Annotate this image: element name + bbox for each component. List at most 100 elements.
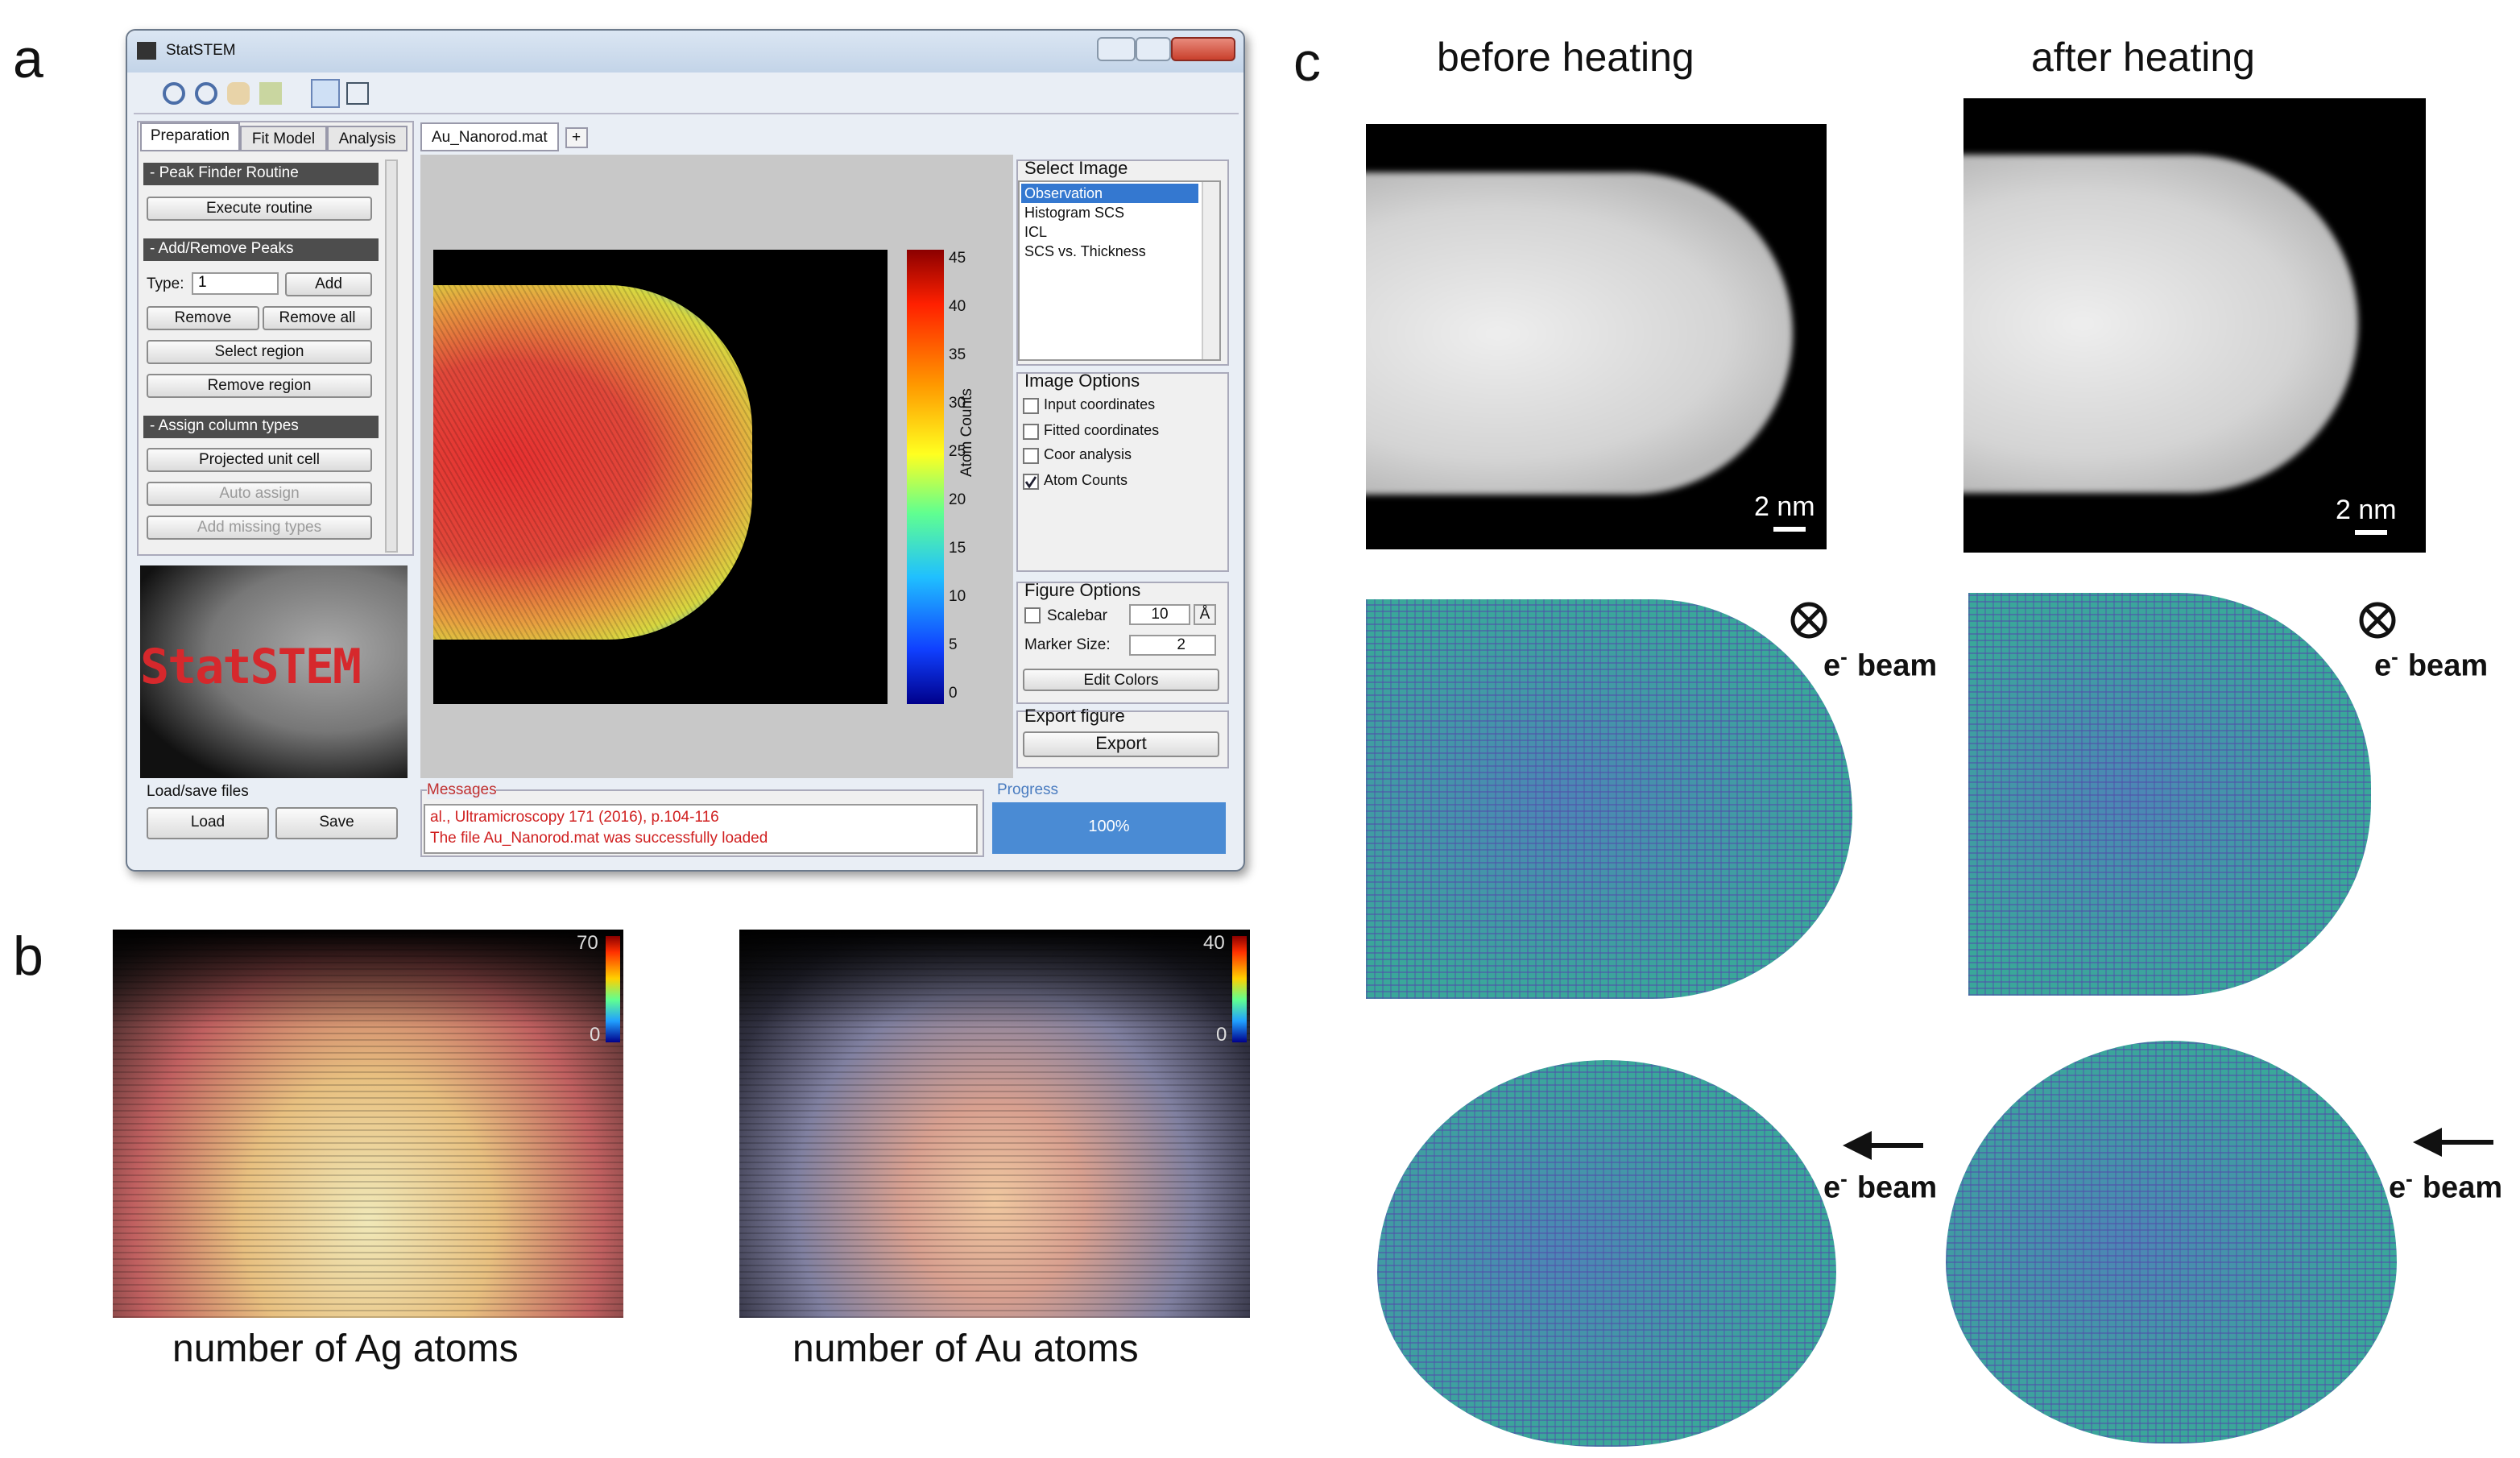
colorbar-tick-label: 20	[949, 491, 966, 509]
beam-label: e-beam	[2389, 1166, 2502, 1207]
maximize-button[interactable]	[1136, 37, 1171, 61]
button[interactable]: Export	[1023, 731, 1219, 757]
minimize-button[interactable]	[1097, 37, 1136, 61]
option-label: Coor analysis	[1044, 446, 1132, 462]
panel-label: a	[13, 29, 43, 90]
toolbar	[134, 76, 1239, 114]
column-heading: after heating	[2031, 35, 2255, 81]
group-title: Figure Options	[1024, 582, 1141, 601]
scalebar-input[interactable]: 10	[1129, 604, 1190, 625]
beam-electron: e	[1823, 649, 1841, 684]
option-label: Input coordinates	[1044, 396, 1156, 412]
checkbox[interactable]	[1023, 448, 1039, 464]
colorbar-tick-label: 25	[949, 443, 966, 461]
list-item[interactable]: ICL	[1024, 224, 1048, 240]
option-label: Atom Counts	[1044, 471, 1128, 487]
image-options-group	[1016, 372, 1229, 572]
beam-electron: e	[2374, 649, 2392, 684]
data-cursor-tool[interactable]	[259, 82, 282, 105]
colorbar-tick-label: 15	[949, 540, 966, 557]
group-title: Progress	[997, 781, 1059, 799]
atom-count-image	[433, 250, 888, 704]
panel-tool[interactable]	[346, 82, 369, 105]
list-item[interactable]: Observation	[1021, 184, 1198, 203]
beam-charge: -	[1840, 1166, 1848, 1191]
list-item[interactable]: Histogram SCS	[1024, 205, 1125, 221]
group-title: Select Image	[1024, 159, 1128, 179]
tab[interactable]: Analysis	[327, 126, 408, 151]
button[interactable]: Remove all	[263, 306, 372, 330]
app-window: StatSTEM Preparation Fit Model Analysis - …	[126, 29, 1245, 872]
button[interactable]: Select region	[147, 340, 372, 364]
tab[interactable]: Fit Model	[240, 126, 327, 151]
lattice-overlay	[739, 930, 1250, 1318]
checkbox-box	[1023, 473, 1039, 489]
button[interactable]: Add	[285, 272, 372, 296]
button[interactable]: Edit Colors	[1023, 669, 1219, 691]
button[interactable]: Remove	[147, 306, 259, 330]
beam-charge: -	[2406, 1166, 2413, 1191]
column-heading: before heating	[1437, 35, 1694, 81]
beam-into-page-symbol	[1790, 602, 1827, 639]
section-header: - Peak Finder Routine	[143, 163, 379, 185]
button[interactable]: Projected unit cell	[147, 448, 372, 472]
colorbar-tick-label: 40	[949, 298, 966, 316]
colorbar-tick-label: 30	[949, 395, 966, 412]
list-item[interactable]: SCS vs. Thickness	[1024, 243, 1146, 259]
image-list: Observation Histogram SCS ICL SCS vs. Thick…	[1018, 180, 1221, 361]
button[interactable]: Load	[147, 807, 269, 839]
colorbar	[1232, 936, 1247, 1042]
check-mark	[1024, 475, 1037, 488]
button[interactable]: Execute routine	[147, 197, 372, 221]
checkbox-box	[1023, 398, 1039, 414]
stem-image: 2 nm	[1963, 98, 2426, 553]
checkbox[interactable]	[1023, 423, 1039, 439]
layout-tool[interactable]	[311, 79, 340, 108]
colorbar-min: 0	[1216, 1023, 1227, 1046]
button[interactable]: Add missing types	[147, 516, 372, 540]
close-button[interactable]	[1171, 37, 1235, 61]
beam-arrow	[2413, 1128, 2493, 1157]
checkbox[interactable]	[1024, 607, 1041, 623]
checkbox[interactable]	[1023, 398, 1039, 414]
panel-label: c	[1293, 32, 1321, 93]
colorbar-max: 70	[577, 931, 598, 954]
nanorod	[1963, 155, 2358, 493]
colorbar-tick-label: 5	[949, 636, 958, 654]
scrollbar[interactable]	[1202, 182, 1219, 359]
zoom-out-tool[interactable]	[195, 82, 217, 105]
beam-text: beam	[1856, 649, 1938, 684]
field-label: Marker Size:	[1024, 636, 1111, 654]
scale-bar	[2355, 530, 2387, 535]
scale-bar-label: 2 nm	[2336, 495, 2397, 525]
beam-text: beam	[1856, 1171, 1938, 1206]
tab[interactable]: Preparation	[140, 122, 240, 151]
group-title: Image Options	[1024, 372, 1140, 391]
zoom-in-tool[interactable]	[163, 82, 185, 105]
atom-model-end	[1946, 1041, 2397, 1444]
pan-tool[interactable]	[227, 82, 250, 105]
checkbox[interactable]	[1023, 473, 1039, 489]
message-box: al., Ultramicroscopy 171 (2016), p.104-1…	[424, 804, 978, 854]
add-tab[interactable]: +	[565, 127, 588, 148]
colorbar-tick-label: 35	[949, 346, 966, 364]
scrollbar[interactable]	[385, 159, 398, 553]
atom-model-side	[1968, 593, 2371, 996]
marker-size-input[interactable]: 2	[1129, 635, 1216, 656]
beam-label: e-beam	[1823, 1166, 1937, 1207]
type-select[interactable]: 1	[192, 272, 279, 295]
button[interactable]: Auto assign	[147, 482, 372, 506]
beam-label: e-beam	[2374, 644, 2488, 686]
option-label: Fitted coordinates	[1044, 421, 1160, 437]
button[interactable]: Save	[275, 807, 398, 839]
select-value: 1	[198, 274, 207, 292]
colorbar	[907, 250, 944, 704]
logo-text: StatSTEM	[140, 640, 362, 696]
checkbox-box	[1023, 423, 1039, 439]
scale-bar-label: 2 nm	[1754, 491, 1815, 522]
tab-strip: Preparation Fit Model Analysis	[140, 122, 414, 151]
button[interactable]: Remove region	[147, 374, 372, 398]
file-tab[interactable]: Au_Nanorod.mat	[420, 122, 559, 151]
unit: Å	[1194, 604, 1216, 625]
